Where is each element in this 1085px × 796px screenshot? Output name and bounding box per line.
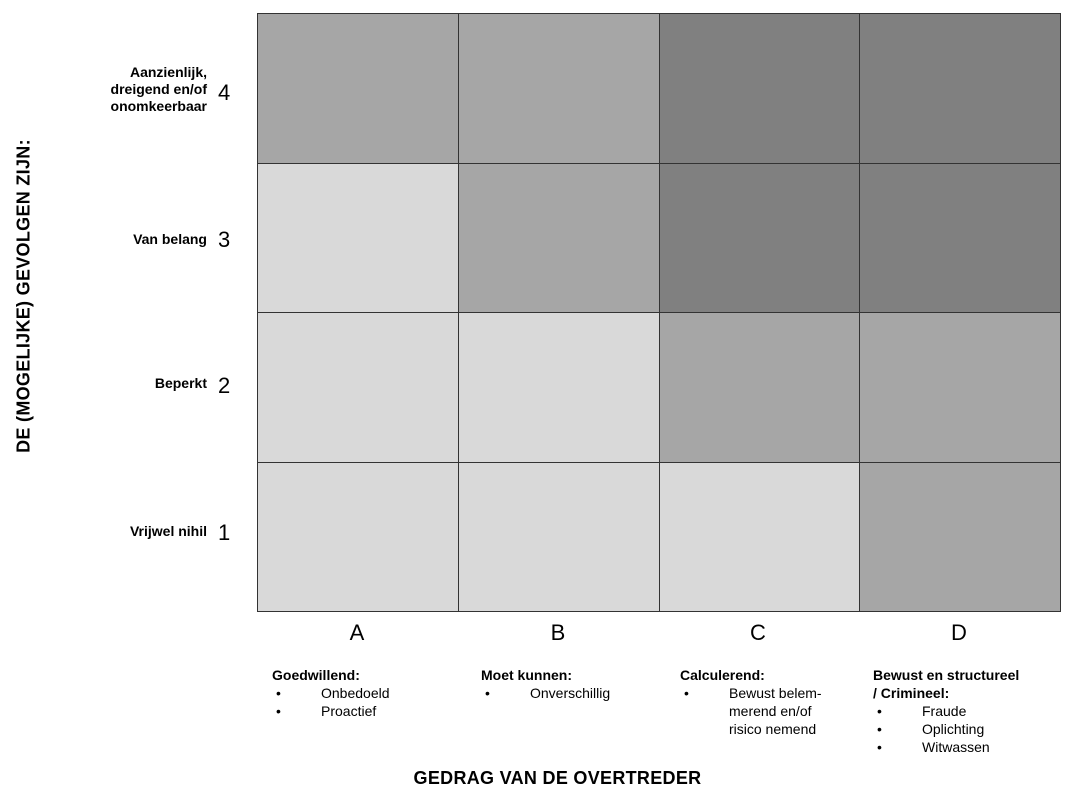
column-description-b: Moet kunnen: Onverschillig bbox=[481, 666, 610, 702]
column-description-d: Bewust en structureel / Crimineel: Fraud… bbox=[873, 666, 1019, 756]
matrix-cell-a4 bbox=[258, 14, 459, 164]
row-number-2: 2 bbox=[218, 373, 231, 398]
column-a-bullet: Proactief bbox=[272, 702, 390, 720]
column-d-bullet: Oplichting bbox=[873, 720, 1019, 738]
matrix-cell-a2 bbox=[258, 313, 459, 463]
column-letter-c: C bbox=[750, 620, 766, 645]
column-description-a: Goedwillend: Onbedoeld Proactief bbox=[272, 666, 390, 720]
matrix-cell-d2 bbox=[860, 313, 1061, 463]
row-number-4: 4 bbox=[218, 80, 231, 105]
y-axis-title: DE (MOGELIJKE) GEVOLGEN ZIJN: bbox=[13, 139, 34, 453]
column-letter-d: D bbox=[951, 620, 967, 645]
matrix-cell-b3 bbox=[458, 163, 660, 313]
matrix-cell-c4 bbox=[659, 14, 861, 164]
column-title-b: Moet kunnen: bbox=[481, 667, 572, 683]
matrix-cell-d1 bbox=[860, 462, 1061, 612]
column-title-d: Bewust en structureel / Crimineel: bbox=[873, 667, 1020, 701]
x-axis-title: GEDRAG VAN DE OVERTREDER bbox=[413, 768, 702, 788]
matrix-cell-c2 bbox=[659, 313, 861, 463]
row-number-3: 3 bbox=[218, 227, 231, 252]
matrix-cell-b2 bbox=[458, 313, 660, 463]
row-label-2: Beperkt bbox=[154, 375, 207, 391]
matrix-cell-c1 bbox=[659, 462, 861, 612]
matrix-cell-b1 bbox=[458, 462, 660, 612]
column-a-bullet: Onbedoeld bbox=[272, 684, 390, 702]
column-description-c: Calculerend: Bewust belem- merend en/of … bbox=[680, 666, 822, 738]
matrix-cell-a3 bbox=[258, 163, 459, 313]
matrix-cell-c3 bbox=[659, 163, 861, 313]
column-title-a: Goedwillend: bbox=[272, 667, 360, 683]
row-label-1: Vrijwel nihil bbox=[129, 523, 207, 539]
column-d-bullet: Fraude bbox=[873, 702, 1019, 720]
column-b-bullet: Onverschillig bbox=[481, 684, 610, 702]
row-label-4: Aanzienlijk, dreigend en/of onomkeerbaar bbox=[110, 64, 207, 114]
matrix-cell-b4 bbox=[458, 14, 660, 164]
row-number-1: 1 bbox=[218, 520, 231, 545]
matrix-cell-a1 bbox=[258, 462, 459, 612]
row-label-3: Van belang bbox=[133, 231, 207, 247]
matrix-cell-d3 bbox=[860, 163, 1061, 313]
column-d-bullet: Witwassen bbox=[873, 738, 1019, 756]
risk-matrix-grid bbox=[257, 13, 1061, 612]
column-letter-a: A bbox=[349, 620, 365, 645]
matrix-cell-d4 bbox=[860, 14, 1061, 164]
column-letter-b: B bbox=[550, 620, 566, 645]
column-c-bullet: Bewust belem- merend en/of risico nemend bbox=[680, 684, 822, 738]
column-title-c: Calculerend: bbox=[680, 667, 765, 683]
